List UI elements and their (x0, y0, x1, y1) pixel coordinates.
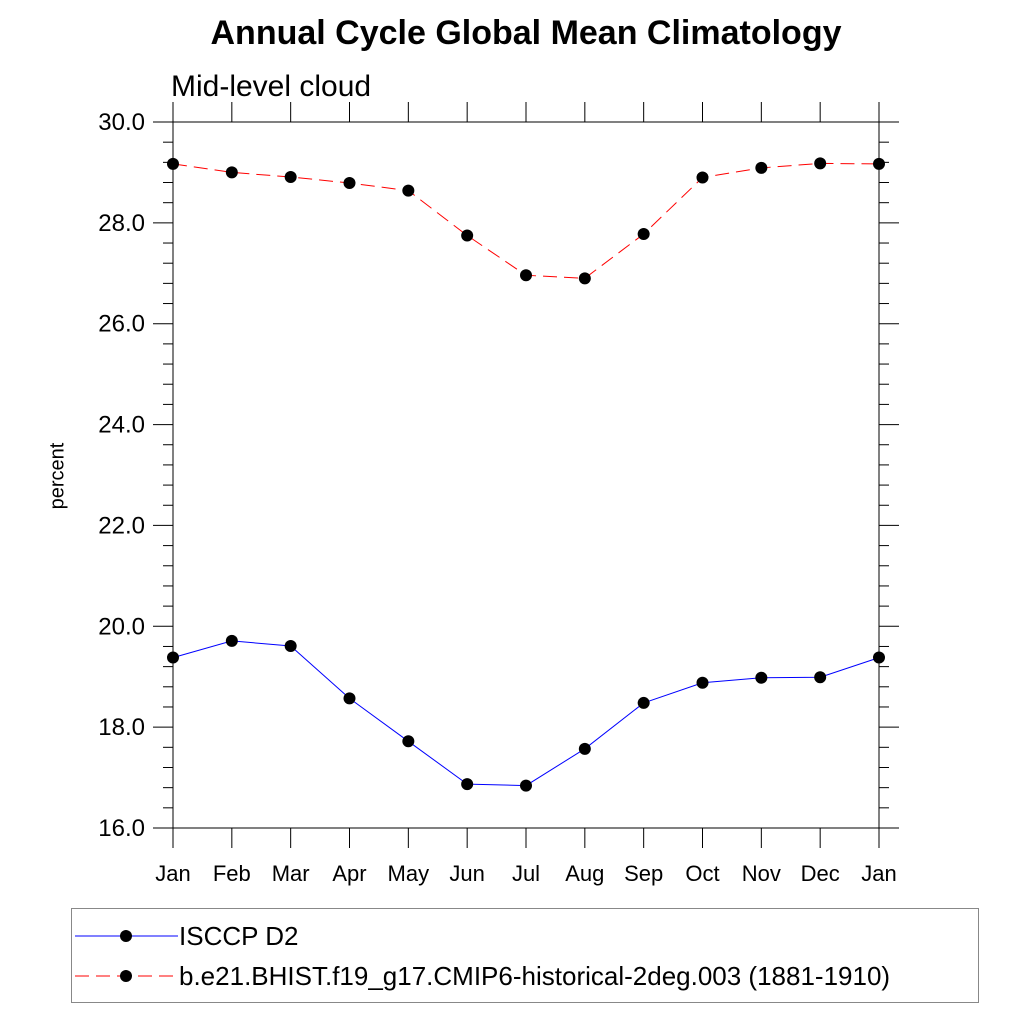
x-tick-label: Nov (742, 861, 781, 886)
data-point-series-1 (755, 671, 768, 684)
data-point-series-2 (225, 166, 238, 179)
data-point-series-1 (578, 742, 591, 755)
data-point-series-1 (814, 671, 827, 684)
x-tick-label: Sep (624, 861, 663, 886)
data-point-series-1 (873, 651, 885, 664)
y-tick-label: 22.0 (98, 512, 145, 539)
data-point-series-1 (225, 634, 238, 647)
y-tick-label: 28.0 (98, 210, 145, 237)
x-tick-label: Oct (685, 861, 719, 886)
x-tick-label: Dec (801, 861, 840, 886)
x-tick-label: Jan (155, 861, 190, 886)
x-tick-label: Jun (449, 861, 484, 886)
data-point-series-2 (402, 184, 415, 197)
data-point-series-1 (637, 696, 650, 709)
plot-frame (172, 121, 880, 829)
y-tick-label: 20.0 (98, 613, 145, 640)
legend-item-series-1: ISCCP D2 (72, 921, 978, 951)
x-tick-label: Apr (332, 861, 366, 886)
data-point-series-1 (696, 676, 709, 689)
x-tick-label: Feb (213, 861, 251, 886)
y-tick-label: 24.0 (98, 412, 145, 439)
series-line-1 (172, 640, 880, 787)
x-tick-label: Jul (512, 861, 540, 886)
legend-label-series-1: ISCCP D2 (179, 921, 299, 951)
data-point-series-1 (461, 778, 474, 791)
legend-label-series-2: b.e21.BHIST.f19_g17.CMIP6-historical-2de… (179, 961, 891, 991)
series-line-2 (172, 162, 880, 279)
x-tick-label: Aug (565, 861, 604, 886)
data-point-series-2 (637, 227, 650, 240)
chart-subtitle: Mid-level cloud (171, 70, 372, 103)
data-point-series-2 (814, 157, 827, 170)
x-tick-label: Jan (861, 861, 896, 886)
data-point-series-2 (343, 177, 356, 190)
legend-item-series-2: b.e21.BHIST.f19_g17.CMIP6-historical-2de… (72, 961, 978, 991)
y-tick-label: 30.0 (98, 109, 145, 136)
x-tick-label: Mar (272, 861, 310, 886)
data-point-series-1 (284, 639, 297, 652)
data-point-series-1 (343, 692, 356, 705)
data-point-series-2 (755, 161, 768, 174)
data-point-series-2 (873, 157, 885, 170)
data-point-series-1 (520, 779, 532, 792)
data-point-series-2 (578, 272, 591, 285)
data-point-series-2 (696, 171, 709, 184)
legend-swatch-series-1 (75, 930, 178, 942)
y-tick-label: 18.0 (98, 714, 145, 741)
data-point-series-2 (461, 229, 474, 242)
y-tick-label: 16.0 (98, 815, 145, 842)
data-point-series-2 (284, 170, 297, 183)
legend: ISCCP D2 b.e21.BHIST.f19_g17.CMIP6-histo… (71, 908, 979, 1003)
legend-swatch-series-2 (75, 970, 178, 982)
chart-title: Annual Cycle Global Mean Climatology (210, 14, 842, 52)
data-point-series-1 (402, 735, 415, 748)
y-tick-label: 26.0 (98, 311, 145, 338)
data-point-series-2 (167, 157, 179, 170)
data-point-series-2 (520, 269, 532, 282)
x-tick-label: May (388, 861, 430, 886)
data-point-series-1 (167, 651, 179, 664)
